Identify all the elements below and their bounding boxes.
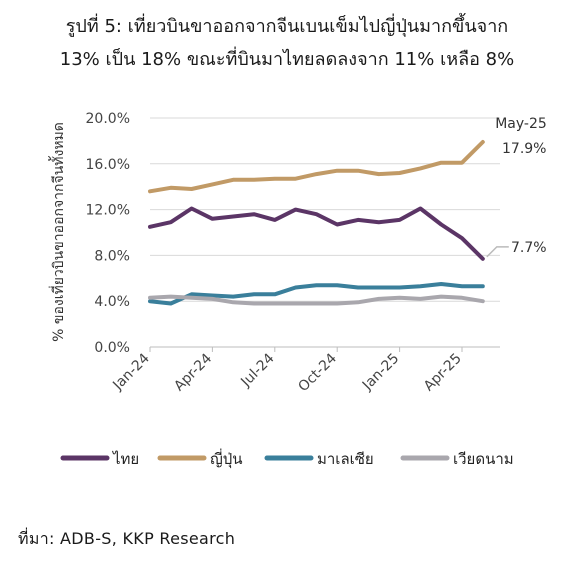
legend-label-vietnam: เวียดนาม <box>453 450 514 468</box>
source-note: ที่มา: ADB-S, KKP Research <box>18 529 236 548</box>
line-chart: 0.0% 4.0% 8.0% 12.0% 16.0% 20.0% Jan-24 Apr-24 J… <box>48 111 547 469</box>
y-tick-label: 0.0% <box>94 340 130 356</box>
y-tick-label: 20.0% <box>86 111 130 127</box>
series-line-malaysia <box>148 282 485 306</box>
legend-label-thailand: ไทย <box>112 450 139 468</box>
series-line-thailand <box>148 206 485 261</box>
title-line-2: 13% เป็น 18% ขณะที่บินมาไทยลดลงจาก 11% เ… <box>59 49 515 70</box>
x-tick-label: Jul-24 <box>237 350 277 390</box>
x-tick-label: Jan-24 <box>109 350 153 394</box>
x-tick-label: Apr-25 <box>421 351 465 395</box>
chart-title: รูปที่ 5: เที่ยวบินขาออกจากจีนเบนเข็มไปญ… <box>0 10 574 76</box>
annotation-leader-line <box>486 246 509 258</box>
x-tick-label: Apr-24 <box>171 350 215 394</box>
y-tick-label: 4.0% <box>94 294 130 310</box>
annotation-date-label: May-25 <box>495 116 547 132</box>
x-tick-label: Oct-24 <box>295 350 340 395</box>
series-line-japan <box>148 140 485 194</box>
annotation-japan-value: 17.9% <box>502 141 546 157</box>
x-tick-label: Jan-25 <box>359 351 402 394</box>
y-axis-label: % ของเที่ยวบินขาออกจากจีนทั้งหมด <box>48 122 67 342</box>
y-tick-label: 16.0% <box>86 157 130 173</box>
y-tick-label: 8.0% <box>94 248 130 264</box>
annotation-thailand-value: 7.7% <box>511 240 547 256</box>
legend-label-malaysia: มาเลเซีย <box>317 450 374 468</box>
legend-label-japan: ญี่ปุ่น <box>210 448 243 469</box>
y-tick-label: 12.0% <box>86 203 130 219</box>
series-line-vietnam <box>148 294 485 306</box>
title-line-1: รูปที่ 5: เที่ยวบินขาออกจากจีนเบนเข็มไปญ… <box>65 16 509 37</box>
